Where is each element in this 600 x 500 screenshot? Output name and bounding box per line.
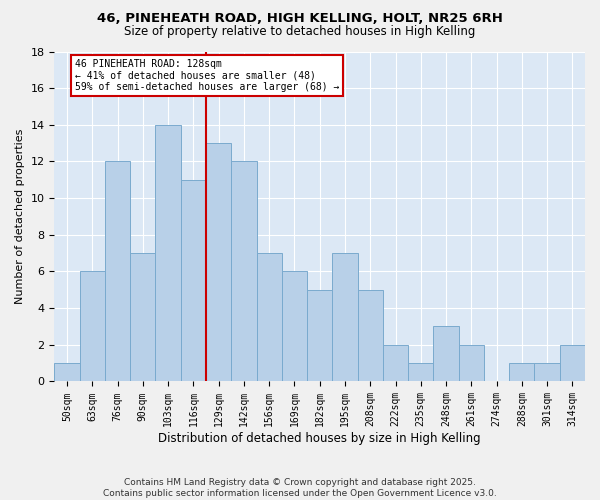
Bar xyxy=(383,345,408,382)
X-axis label: Distribution of detached houses by size in High Kelling: Distribution of detached houses by size … xyxy=(158,432,481,445)
Bar xyxy=(155,125,181,382)
Text: 46 PINEHEATH ROAD: 128sqm
← 41% of detached houses are smaller (48)
59% of semi-: 46 PINEHEATH ROAD: 128sqm ← 41% of detac… xyxy=(74,59,339,92)
Bar xyxy=(408,363,433,382)
Bar xyxy=(332,253,358,382)
Bar xyxy=(358,290,383,382)
Bar xyxy=(282,272,307,382)
Bar xyxy=(535,363,560,382)
Bar xyxy=(307,290,332,382)
Text: Size of property relative to detached houses in High Kelling: Size of property relative to detached ho… xyxy=(124,25,476,38)
Bar xyxy=(130,253,155,382)
Text: Contains HM Land Registry data © Crown copyright and database right 2025.
Contai: Contains HM Land Registry data © Crown c… xyxy=(103,478,497,498)
Y-axis label: Number of detached properties: Number of detached properties xyxy=(15,129,25,304)
Bar xyxy=(206,143,231,382)
Bar xyxy=(55,363,80,382)
Bar xyxy=(181,180,206,382)
Bar xyxy=(509,363,535,382)
Bar xyxy=(560,345,585,382)
Bar xyxy=(80,272,105,382)
Text: 46, PINEHEATH ROAD, HIGH KELLING, HOLT, NR25 6RH: 46, PINEHEATH ROAD, HIGH KELLING, HOLT, … xyxy=(97,12,503,26)
Bar xyxy=(257,253,282,382)
Bar xyxy=(458,345,484,382)
Bar xyxy=(231,162,257,382)
Bar xyxy=(105,162,130,382)
Bar xyxy=(433,326,458,382)
